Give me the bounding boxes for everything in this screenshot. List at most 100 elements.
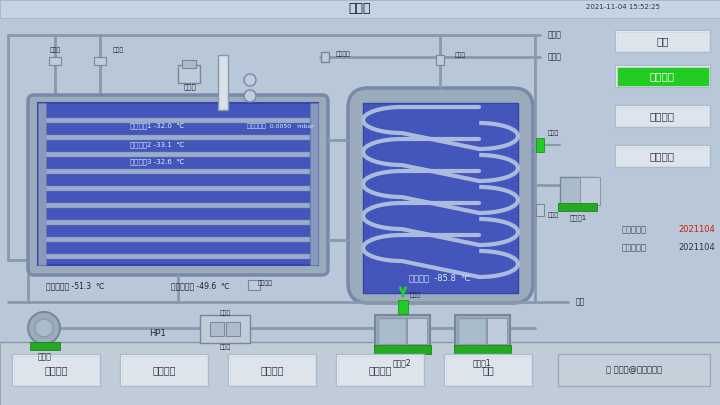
Text: 搁板温度3 -32.6  ℃: 搁板温度3 -32.6 ℃ [130,159,184,165]
Bar [310,103,318,265]
Bar [338,356,423,384]
Bar [436,55,444,65]
Circle shape [35,319,53,337]
Circle shape [244,90,256,102]
Bar [46,203,310,208]
Bar [407,318,427,344]
Bar [616,66,708,85]
Bar [38,103,46,265]
Bar [615,65,710,87]
Bar [12,354,100,386]
Bar [378,318,406,344]
Bar [30,342,60,350]
Text: 放液阀: 放液阀 [547,212,559,218]
Text: 冻干手动: 冻干手动 [650,71,675,81]
Text: 排净气: 排净气 [548,30,562,40]
Bar [38,103,318,265]
Bar [14,356,99,384]
Bar [182,60,196,68]
Bar [615,145,710,167]
Text: 搁板温度1 -32.0  ℃: 搁板温度1 -32.0 ℃ [130,123,184,129]
Text: 自动: 自动 [656,36,669,46]
Text: 油分器: 油分器 [220,310,230,316]
Text: 搁板真空度  0.0050   mbar: 搁板真空度 0.0050 mbar [247,123,313,129]
Bar [454,345,511,354]
Bar [49,57,61,65]
Text: 日志窗口: 日志窗口 [260,365,284,375]
Bar [398,300,408,314]
Bar [178,65,200,83]
Bar [120,354,208,386]
Bar [226,322,240,336]
Bar [536,138,544,152]
Bar [230,356,315,384]
Text: 参数: 参数 [482,365,494,375]
Bar [218,55,228,110]
Bar [560,177,595,205]
Bar [363,103,518,293]
Bar [616,107,708,126]
Bar [46,254,310,259]
Bar [5,20,715,340]
Bar [210,322,224,336]
FancyBboxPatch shape [28,95,328,275]
Bar [46,135,310,140]
Bar [558,203,597,211]
Bar [94,57,106,65]
Bar [455,315,510,347]
Bar [321,52,329,62]
Bar [374,345,431,354]
Bar [616,32,708,51]
Circle shape [244,74,256,86]
Text: 冷冻水阀: 冷冻水阀 [336,51,351,57]
Text: 除霜手动: 除霜手动 [650,111,675,121]
Text: 2021104: 2021104 [678,243,715,252]
Bar [616,147,708,166]
Text: 配方管理: 配方管理 [44,365,68,375]
Text: 控制面板: 控制面板 [650,151,675,161]
Text: 压缩机2: 压缩机2 [392,358,411,367]
Bar [375,315,430,347]
Text: HP1: HP1 [150,328,166,337]
Text: 批号设定：: 批号设定： [622,226,647,234]
Bar [444,354,532,386]
Text: 当前批号：: 当前批号： [622,243,647,252]
FancyBboxPatch shape [348,88,533,303]
Text: 进气阀: 进气阀 [50,47,60,53]
Text: 排水: 排水 [576,298,585,307]
Text: 真空泵1: 真空泵1 [570,215,587,221]
Bar [446,356,531,384]
Bar [248,280,260,290]
Bar [46,220,310,225]
Bar [536,204,544,216]
Bar [558,354,710,386]
Bar [200,315,250,343]
Bar [46,118,310,123]
Text: 循环泵: 循环泵 [38,352,52,362]
Text: 报警窗口: 报警窗口 [152,365,176,375]
Text: 进出口温度 -51.3  ℃: 进出口温度 -51.3 ℃ [46,281,104,290]
Bar [46,237,310,242]
Circle shape [28,312,60,344]
Bar [458,318,486,344]
Bar [46,152,310,157]
Text: 冷凝温度  -85.8  ℃: 冷凝温度 -85.8 ℃ [409,273,471,283]
Bar [615,105,710,127]
Bar [336,354,424,386]
Text: 用 搜狐号@欣渝冻干机: 用 搜狐号@欣渝冻干机 [606,365,662,375]
Text: 压缩机1: 压缩机1 [473,358,491,367]
Text: 节流阀: 节流阀 [220,344,230,350]
Bar [46,169,310,174]
Bar [0,0,720,18]
Bar [580,177,600,205]
Bar [228,354,316,386]
Text: 2021104: 2021104 [678,226,715,234]
Bar [615,30,710,52]
Text: 冷媒阀: 冷媒阀 [410,292,420,298]
Text: 主画面: 主画面 [348,2,372,15]
Bar [46,186,310,191]
Text: 小排阀: 小排阀 [547,130,559,136]
Bar [122,356,207,384]
Bar [487,318,507,344]
Text: 出出口温度 -49.6  ℃: 出出口温度 -49.6 ℃ [171,281,229,290]
